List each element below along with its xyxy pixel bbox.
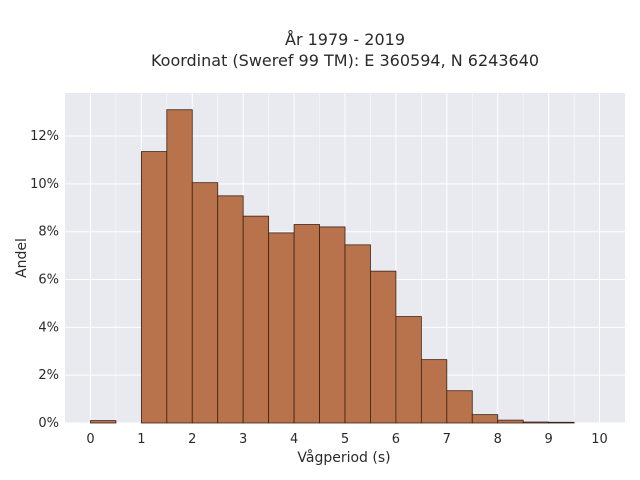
chart-title-line-2: Koordinat (Sweref 99 TM): E 360594, N 62… [151, 51, 539, 70]
bar-18 [548, 421, 575, 424]
x-tick-label-2: 2 [188, 432, 196, 447]
x-tick-label-4: 4 [290, 432, 298, 447]
bar-4 [191, 182, 219, 424]
x-tick-label-9: 9 [544, 432, 552, 447]
x-tick-label-8: 8 [494, 432, 502, 447]
bar-0 [90, 420, 117, 424]
x-axis-title: Vågperiod (s) [297, 449, 390, 466]
x-axis-ticks: 0 1 2 3 4 5 6 7 8 9 10 [86, 432, 608, 447]
x-tick-label-3: 3 [239, 432, 247, 447]
y-tick-label-1: 2% [38, 368, 59, 383]
y-tick-label-4: 8% [38, 225, 59, 240]
bar-16 [497, 419, 524, 424]
bars [90, 109, 575, 424]
bar-14 [446, 390, 473, 424]
bar-8 [293, 224, 320, 424]
y-axis-title: Andel [14, 238, 30, 278]
bar-9 [319, 226, 346, 424]
bar-13 [420, 359, 448, 424]
y-tick-label-0: 0% [38, 416, 59, 431]
x-tick-label-10: 10 [591, 432, 608, 447]
bar-2 [140, 151, 168, 424]
chart-title-line-1: År 1979 - 2019 [285, 30, 405, 49]
y-tick-label-6: 12% [30, 129, 59, 144]
bar-11 [370, 270, 397, 424]
y-tick-label-3: 6% [38, 273, 59, 288]
x-tick-label-0: 0 [86, 432, 94, 447]
bar-10 [344, 244, 371, 424]
x-tick-label-1: 1 [137, 432, 145, 447]
bar-17 [522, 421, 550, 424]
bar-12 [395, 316, 422, 424]
bar-3 [166, 109, 193, 424]
x-tick-label-7: 7 [443, 432, 451, 447]
bar-15 [471, 414, 499, 424]
y-tick-label-5: 10% [30, 177, 59, 192]
x-tick-label-5: 5 [341, 432, 349, 447]
y-tick-label-2: 4% [38, 320, 59, 335]
x-tick-label-6: 6 [392, 432, 400, 447]
bar-7 [268, 232, 295, 424]
bar-6 [242, 215, 270, 424]
bar-5 [217, 195, 244, 424]
y-axis-ticks: 0% 2% 4% 6% 8% 10% 12% [30, 129, 59, 431]
